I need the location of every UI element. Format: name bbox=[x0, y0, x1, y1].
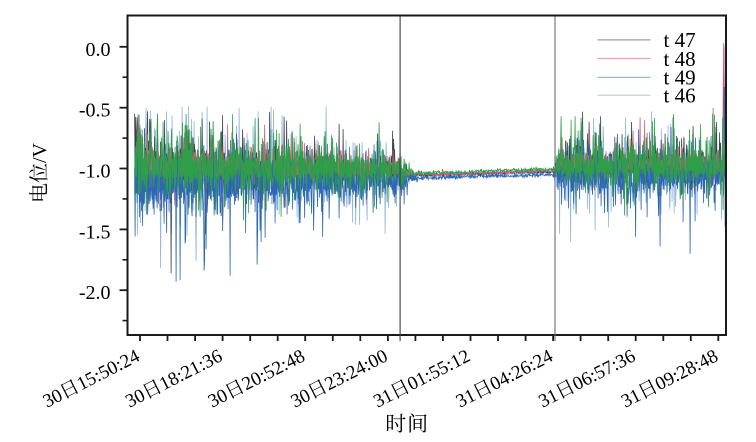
svg-text:/V: /V bbox=[29, 142, 51, 163]
svg-text:t 46: t 46 bbox=[664, 84, 696, 108]
svg-text:-0.5: -0.5 bbox=[79, 100, 111, 122]
svg-text:-1.5: -1.5 bbox=[79, 221, 111, 243]
svg-text:-2.0: -2.0 bbox=[79, 282, 111, 304]
svg-text:0.0: 0.0 bbox=[86, 39, 111, 61]
svg-text:t 47: t 47 bbox=[664, 28, 696, 52]
svg-text:t 48: t 48 bbox=[664, 47, 696, 71]
svg-text:-1.0: -1.0 bbox=[79, 161, 111, 183]
svg-text:t 49: t 49 bbox=[664, 66, 696, 90]
